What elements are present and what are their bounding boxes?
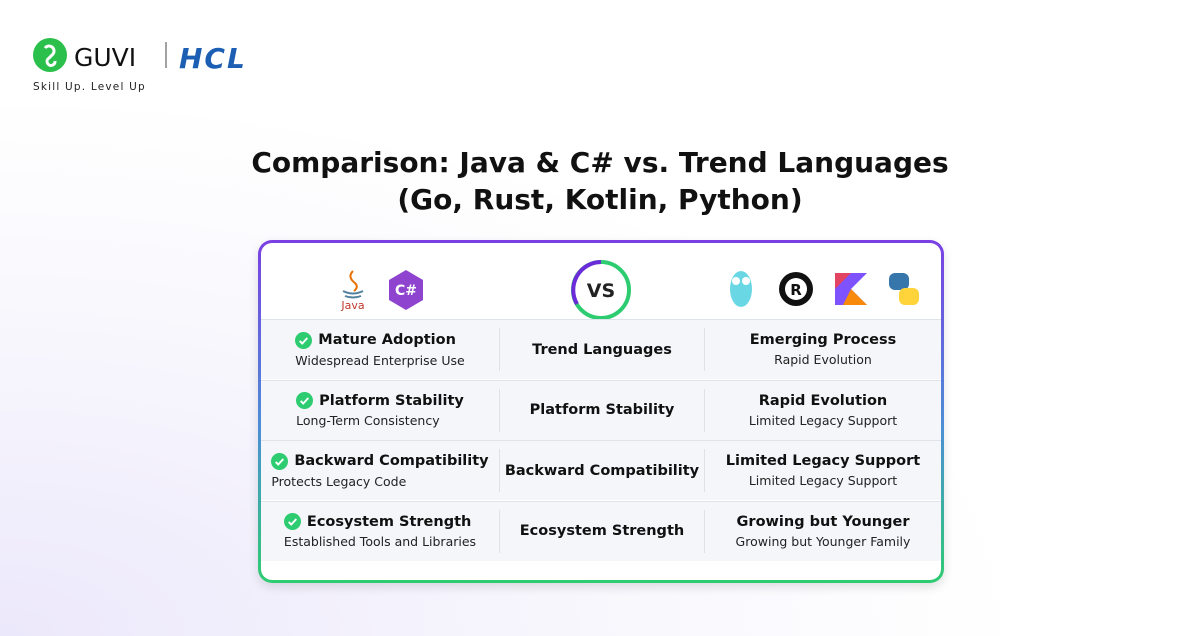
right-subtitle: Limited Legacy Support <box>748 473 898 488</box>
csharp-label: C# <box>395 283 417 299</box>
table-row: Backward Compatibility Protects Legacy Co… <box>261 440 941 500</box>
vs-label: VS <box>587 280 615 302</box>
cell-block: Growing but Younger Growing but Younger F… <box>736 514 911 549</box>
left-title: Ecosystem Strength <box>306 513 472 530</box>
middle-cell: Platform Stability <box>499 388 705 432</box>
check-icon <box>295 331 313 349</box>
rust-icon: R <box>779 272 813 306</box>
right-subtitle: Growing but Younger Family <box>735 533 911 549</box>
middle-label: Backward Compatibility <box>504 462 700 479</box>
check-icon <box>283 513 301 530</box>
left-title-line: Ecosystem Strength <box>283 513 476 530</box>
left-cell: Ecosystem Strength Established Tools and … <box>261 502 499 561</box>
cell-block: Mature Adoption Widespread Enterprise Use <box>295 331 465 368</box>
table-row: Ecosystem Strength Established Tools and … <box>261 500 941 561</box>
left-title-line: Mature Adoption <box>295 331 464 349</box>
cell-block: Ecosystem Strength Established Tools and … <box>283 513 477 549</box>
cell-block: Rapid Evolution Limited Legacy Support <box>749 393 897 428</box>
cell-block: Platform Stability Long-Term Consistency <box>296 392 464 428</box>
left-subtitle: Established Tools and Libraries <box>283 534 477 549</box>
kotlin-icon <box>835 273 867 305</box>
left-cell: Platform Stability Long-Term Consistency <box>261 381 499 440</box>
csharp-icon: C# <box>389 270 423 310</box>
cell-block: Emerging Process Rapid Evolution <box>750 332 897 367</box>
right-cell: Emerging Process Rapid Evolution <box>705 320 941 379</box>
left-subtitle: Protects Legacy Code <box>271 473 407 489</box>
python-icon <box>889 273 919 305</box>
cell-block: Limited Legacy Support Limited Legacy Sup… <box>726 453 920 488</box>
middle-cell: Trend Languages <box>499 328 705 371</box>
cell-block: Backward Compatibility Protects Legacy Co… <box>271 452 489 489</box>
java-label: Java <box>340 299 364 312</box>
middle-label: Trend Languages <box>532 341 672 358</box>
right-title: Emerging Process <box>749 332 897 348</box>
partner: HCL <box>179 42 247 75</box>
right-cell: Growing but Younger Growing but Younger F… <box>705 502 941 561</box>
title-line: (Go, Rust, Kotlin, Python) <box>397 183 803 216</box>
left-title: Mature Adoption <box>318 332 456 348</box>
table-row: Mature Adoption Widespread Enterprise Use… <box>261 319 941 379</box>
middle-label: Ecosystem Strength <box>519 523 685 539</box>
right-title: Growing but Younger <box>736 513 910 530</box>
right-cell: Rapid Evolution Limited Legacy Support <box>705 381 941 440</box>
logo: GUVI HCL Skill Up. Level Up <box>32 38 332 100</box>
middle-label: Platform Stability <box>529 402 675 418</box>
title: Comparison: Java & C# vs. Trend Language… <box>0 144 1200 218</box>
go-icon <box>730 271 752 307</box>
right-subtitle: Rapid Evolution <box>774 352 872 367</box>
brand: GUVI <box>74 43 136 72</box>
left-title-line: Backward Compatibility <box>271 452 489 470</box>
card-inner: Java C# VS R Mature Adoption Widespread E… <box>261 243 941 580</box>
left-title-line: Platform Stability <box>296 392 464 409</box>
right-title: Rapid Evolution <box>758 392 888 409</box>
icon-header: Java C# VS R <box>340 260 919 319</box>
table-row: Platform Stability Long-Term Consistency P… <box>261 379 941 440</box>
middle-cell: Ecosystem Strength <box>499 509 705 553</box>
title-line: Comparison: Java & C# vs. Trend Language… <box>251 146 949 179</box>
check-icon <box>271 452 289 470</box>
right-cell: Limited Legacy Support Limited Legacy Sup… <box>705 441 941 500</box>
left-subtitle: Widespread Enterprise Use <box>295 352 465 368</box>
left-cell: Backward Compatibility Protects Legacy Co… <box>261 441 499 500</box>
comparison-card: Java C# VS R Mature Adoption Widespread E… <box>258 240 944 583</box>
vs-badge: VS <box>571 260 631 319</box>
left-title: Backward Compatibility <box>294 453 489 469</box>
svg-text:R: R <box>790 281 802 299</box>
middle-cell: Backward Compatibility <box>499 449 705 492</box>
right-title: Limited Legacy Support <box>725 453 921 469</box>
java-icon: Java <box>340 270 365 312</box>
right-subtitle: Limited Legacy Support <box>748 412 898 428</box>
left-cell: Mature Adoption Widespread Enterprise Use <box>261 320 499 379</box>
left-subtitle: Long-Term Consistency <box>296 413 440 428</box>
logo-art: GUVI HCL Skill Up. Level Up <box>33 38 247 93</box>
left-title: Platform Stability <box>319 392 464 409</box>
check-icon <box>296 392 314 409</box>
tagline: Skill Up. Level Up <box>33 81 146 93</box>
